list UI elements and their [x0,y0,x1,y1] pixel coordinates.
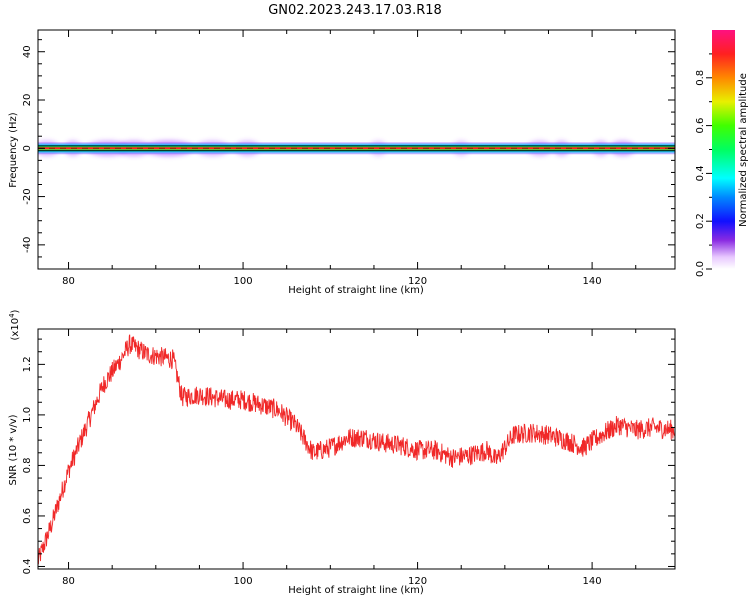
snr-y-axis-label: SNR (10 * v/v) [8,414,19,485]
snr-x-tick-labels: 80 100 120 140 [62,576,601,587]
snr-x-axis-label: Height of straight line (km) [288,585,424,596]
colorbar-tick-label: 0.2 [695,213,706,229]
colorbar-ticks: 0.0 0.2 0.4 0.6 0.8 [695,53,712,277]
spectrogram-y-tick-label: 20 [22,94,33,107]
spectrogram-x-tick-label: 140 [583,276,602,287]
spectrogram-x-tick-labels: 80 100 120 140 [62,276,601,287]
spectrogram-frame [37,29,676,270]
spectrogram-y-tick-label: 40 [22,45,33,58]
spectrogram-x-tick-label: 100 [234,276,253,287]
colorbar: 0.0 0.2 0.4 0.6 0.8 Normalized spectral ampl… [695,30,749,277]
snr-y-tick-label: 1.2 [22,356,33,372]
colorbar-label: Normalized spectral amplitude [738,73,749,227]
snr-x-tick-label: 140 [583,576,602,587]
spectrogram-x-tick-label: 120 [408,276,427,287]
spectrogram-x-axis-label: Height of straight line (km) [288,285,424,296]
snr-y-tick-label: 0.8 [22,457,33,473]
colorbar-tick-label: 0.6 [695,118,706,134]
spectrogram-y-tick-label: -40 [22,237,33,253]
snr-y-multiplier: (x104) [8,309,21,340]
spectrogram-panel: 80 100 120 140 -40 -20 0 20 40 Height of straig… [8,29,676,296]
snr-y-tick-label: 1.0 [22,407,33,423]
colorbar-tick-label: 0.0 [695,261,706,277]
snr-y-tick-labels: 0.4 0.6 0.8 1.0 1.2 [22,356,33,574]
snr-x-tick-label: 120 [408,576,427,587]
spectrogram-x-tick-label: 80 [62,276,75,287]
spectrogram-plot-area [38,140,675,157]
spectrogram-ticks [38,30,675,269]
colorbar-strip [712,30,735,269]
snr-frame [37,328,676,570]
snr-x-tick-label: 100 [234,576,253,587]
snr-x-tick-label: 80 [62,576,75,587]
spectrogram-y-tick-label: -20 [22,188,33,204]
snr-y-tick-label: 0.6 [22,508,33,524]
figure-title: GN02.2023.243.17.03.R18 [268,3,442,18]
snr-ticks [38,329,675,569]
colorbar-tick-label: 0.4 [695,165,706,181]
spectrogram-y-tick-labels: -40 -20 0 20 40 [22,45,33,253]
snr-y-tick-label: 0.4 [22,559,33,575]
snr-panel: 80 100 120 140 0.4 0.6 0.8 1.0 1.2 Height of st… [8,309,676,596]
snr-plot-area [38,334,675,565]
spectrogram-y-axis-label: Frequency (Hz) [8,112,19,188]
spectrogram-y-tick-label: 0 [22,145,33,151]
colorbar-tick-label: 0.8 [695,70,706,86]
snr-series-line [38,334,675,565]
